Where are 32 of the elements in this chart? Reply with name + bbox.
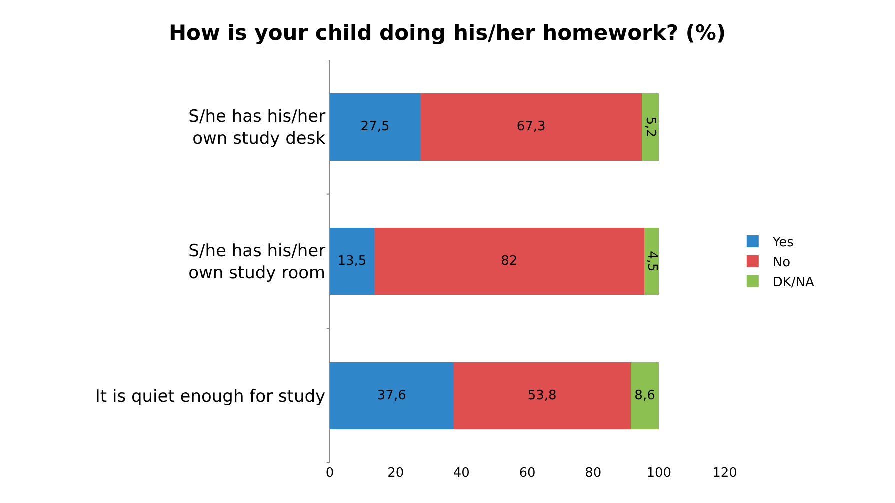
data-label: 13,5 [338, 254, 367, 269]
bar [330, 228, 374, 296]
y-tick-label: S/he has his/her own study desk [188, 107, 326, 150]
data-label: 82 [501, 254, 518, 269]
x-tick-label: 0 [326, 466, 334, 481]
x-tick-label: 80 [585, 466, 602, 481]
bar [644, 228, 660, 296]
x-tick-label: 120 [712, 466, 738, 481]
data-label: 37,6 [377, 388, 406, 404]
bar [642, 94, 660, 161]
data-label: 67,3 [516, 120, 546, 135]
y-tick-label: S/he has his/her own study room [188, 241, 326, 284]
x-tick-label: 40 [453, 466, 470, 481]
bar [330, 94, 421, 161]
x-tick-label: 60 [519, 466, 536, 481]
legend-label: Yes [772, 236, 794, 251]
data-label: 5,2 [643, 116, 658, 138]
data-label: 27,5 [360, 120, 390, 135]
data-label: 8,6 [634, 388, 656, 404]
y-tick-label: It is quiet enough for study [95, 386, 326, 407]
x-tick-label: 20 [388, 466, 404, 481]
bar [330, 362, 454, 430]
x-tick-label: 100 [646, 466, 672, 481]
legend-label: No [772, 255, 791, 270]
bar [630, 362, 660, 430]
bar [374, 228, 644, 296]
legend-label: DK/NA [772, 275, 815, 290]
data-label: 4,5 [644, 251, 660, 272]
bar [420, 94, 642, 161]
chart-title: How is your child doing his/her homework? (%) [168, 20, 726, 45]
bar [454, 362, 631, 430]
data-label: 53,8 [528, 388, 557, 404]
